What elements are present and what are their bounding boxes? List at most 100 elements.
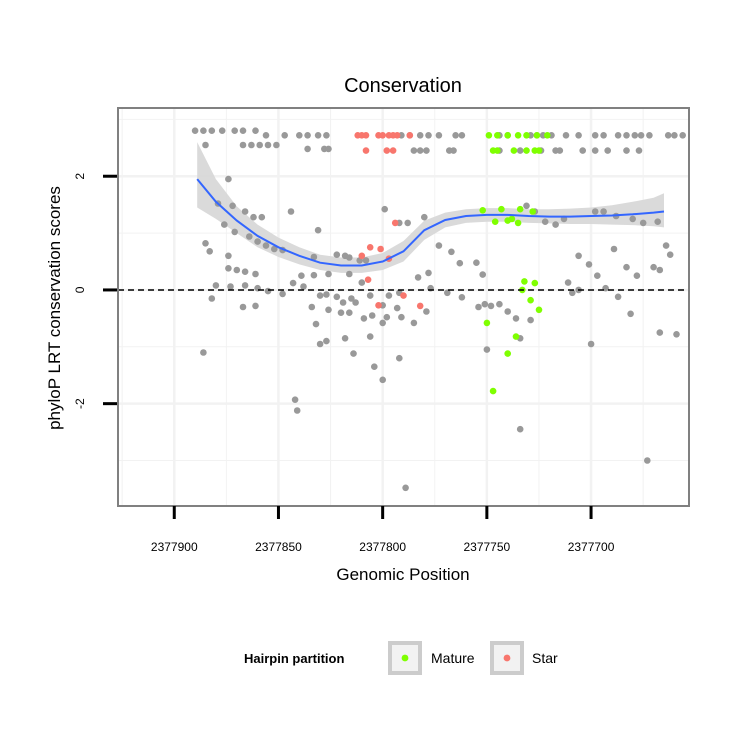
point-other — [346, 270, 353, 278]
point-other — [366, 292, 374, 299]
point-other — [200, 127, 207, 134]
point-other — [191, 127, 199, 134]
point-other — [552, 221, 559, 228]
point-other — [398, 313, 405, 321]
y-tick-label: -2 — [73, 398, 87, 409]
point-other — [325, 145, 332, 153]
point-other — [662, 242, 670, 249]
point-other — [483, 346, 491, 353]
point-star — [383, 147, 391, 154]
point-other — [325, 270, 332, 278]
point-other — [227, 283, 234, 290]
point-other — [512, 315, 520, 322]
chart-title: Conservation — [344, 75, 462, 97]
point-other — [516, 147, 524, 154]
point-other — [562, 132, 570, 139]
point-star — [362, 132, 370, 139]
point-other — [314, 132, 322, 139]
legend-label-mature: Mature — [431, 650, 475, 666]
point-other — [221, 221, 228, 228]
point-star — [393, 132, 401, 139]
y-tick-label: 2 — [73, 173, 87, 180]
point-other — [200, 349, 207, 356]
point-other — [231, 127, 238, 134]
point-other — [639, 219, 647, 227]
point-other — [646, 132, 653, 139]
point-other — [362, 257, 370, 264]
point-other — [250, 213, 257, 221]
point-other — [671, 132, 678, 139]
x-tick-label: 2377700 — [568, 540, 615, 554]
point-star — [366, 244, 374, 251]
point-other — [664, 132, 672, 139]
point-other — [425, 269, 432, 277]
point-mature — [494, 132, 501, 139]
point-other — [404, 219, 412, 227]
point-other — [296, 132, 303, 139]
point-other — [287, 208, 295, 215]
point-other — [379, 319, 387, 327]
point-other — [337, 309, 345, 317]
point-other — [594, 272, 601, 280]
point-mature — [504, 132, 512, 139]
point-mature — [479, 207, 487, 214]
y-tick-label: 0 — [73, 286, 87, 293]
point-other — [679, 132, 686, 139]
point-other — [435, 242, 443, 249]
point-other — [352, 299, 359, 306]
point-other — [629, 215, 636, 223]
point-other — [333, 293, 341, 301]
plot-panel — [117, 107, 690, 507]
point-other — [623, 263, 630, 271]
point-other — [673, 331, 680, 338]
point-other — [637, 132, 645, 139]
point-star — [358, 252, 366, 260]
point-mature — [510, 147, 518, 154]
y-axis-title: phyloP LRT conservation scores — [45, 186, 64, 430]
point-other — [248, 141, 255, 149]
point-other — [225, 252, 232, 260]
point-other — [323, 132, 330, 139]
point-other — [458, 294, 466, 301]
point-other — [333, 251, 341, 258]
point-other — [300, 283, 307, 290]
point-other — [293, 407, 301, 414]
point-other — [202, 240, 209, 247]
point-other — [310, 271, 318, 279]
point-star — [364, 276, 372, 284]
point-other — [600, 208, 607, 215]
point-other — [473, 259, 480, 267]
point-other — [504, 308, 512, 315]
point-other — [231, 228, 238, 236]
point-other — [600, 132, 607, 139]
point-other — [252, 127, 259, 134]
point-other — [258, 213, 266, 221]
x-tick-label: 2377850 — [255, 540, 302, 554]
point-mature — [485, 132, 493, 139]
point-other — [323, 337, 330, 345]
point-other — [591, 147, 599, 154]
point-other — [241, 282, 249, 289]
point-other — [487, 302, 495, 310]
series-star — [354, 132, 424, 310]
point-other — [212, 282, 220, 289]
point-other — [475, 303, 482, 311]
point-other — [233, 266, 241, 274]
point-other — [591, 208, 599, 215]
point-other — [262, 132, 270, 139]
point-star — [391, 219, 399, 227]
point-other — [627, 310, 634, 318]
series-other — [191, 127, 686, 492]
point-mature — [535, 147, 543, 154]
point-other — [614, 293, 622, 301]
point-other — [371, 363, 378, 371]
point-mature — [516, 205, 524, 213]
point-other — [414, 274, 422, 281]
point-mature — [531, 279, 539, 287]
legend-title: Hairpin partition — [244, 651, 344, 666]
point-other — [229, 202, 236, 210]
point-other — [564, 279, 572, 286]
point-mature — [544, 132, 551, 139]
point-star — [377, 245, 384, 253]
